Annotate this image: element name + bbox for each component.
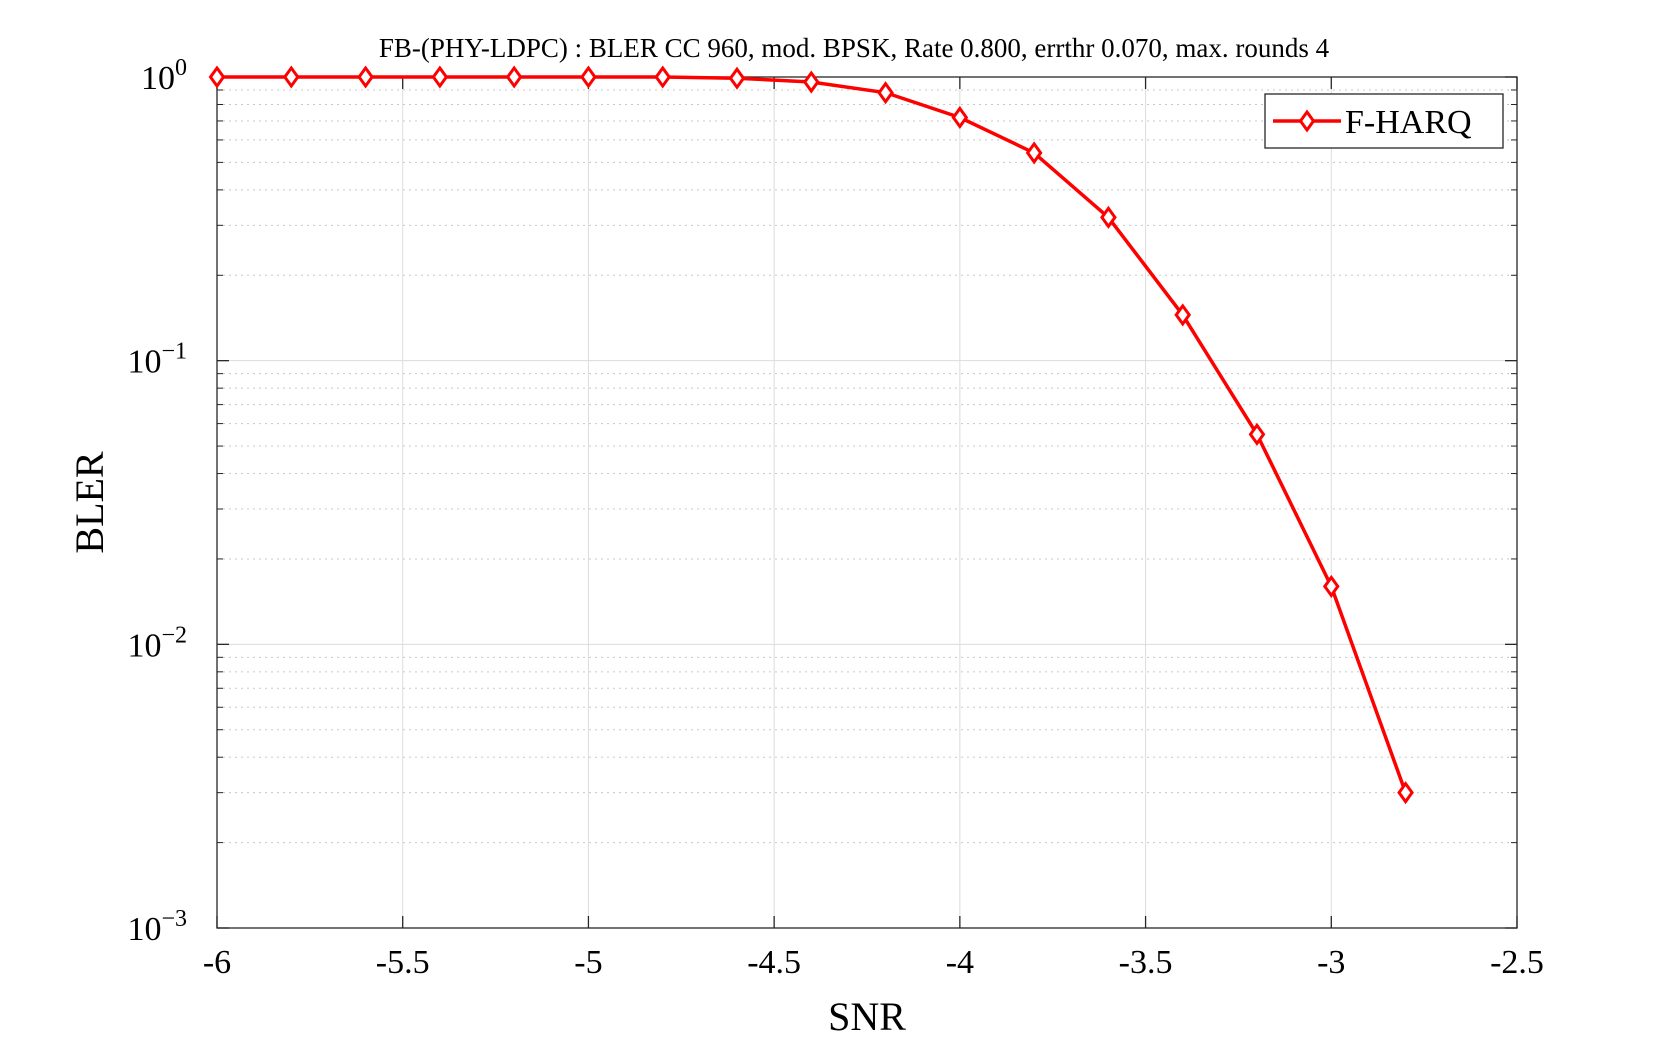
- series-layer: [208, 65, 1414, 805]
- x-tick-label: -4: [946, 944, 974, 981]
- x-tick-label: -6: [203, 944, 231, 981]
- data-point-diamond: [1025, 141, 1043, 165]
- data-point-diamond: [951, 105, 969, 130]
- data-point-diamond: [1174, 303, 1192, 327]
- y-tick-label: 10−2: [127, 622, 187, 664]
- data-point-diamond: [1322, 574, 1340, 598]
- data-point-diamond: [357, 65, 374, 89]
- legend-box: [1264, 93, 1504, 149]
- data-point-diamond: [877, 81, 894, 105]
- y-tick-label: 100: [141, 55, 187, 97]
- grid-lines: [216, 76, 1518, 929]
- x-axis-label: SNR: [828, 994, 906, 1039]
- legend-entry-label: F-HARQ: [1345, 104, 1472, 141]
- plot-area: [217, 77, 1517, 928]
- y-tick-label: 10−3: [127, 906, 187, 948]
- chart-title: FB-(PHY-LDPC) : BLER CC 960, mod. BPSK, …: [379, 33, 1330, 63]
- legend[interactable]: F-HARQ: [1264, 93, 1504, 149]
- data-point-diamond: [654, 65, 672, 89]
- data-point-diamond: [802, 70, 820, 94]
- data-point-diamond: [1248, 422, 1266, 446]
- data-point-diamond: [1100, 205, 1117, 229]
- x-tick-label: -4.5: [747, 944, 801, 981]
- axis-ticks: -6 -5.5 -5 -4.5 -4 -3.5 -3 -2.5 100 10−1 10−2 10−3: [127, 55, 1543, 981]
- legend-diamond-marker: [1298, 109, 1316, 133]
- axes-frame: [216, 76, 1518, 929]
- data-point-diamond: [505, 65, 523, 89]
- y-tick-label: 10−1: [127, 339, 187, 381]
- data-point-diamond: [728, 66, 746, 90]
- x-tick-label: -5: [574, 944, 602, 981]
- x-tick-label: -5.5: [376, 944, 430, 981]
- y-axis-label: BLER: [67, 451, 112, 554]
- data-point-diamond: [431, 65, 449, 89]
- data-point-diamond: [580, 65, 597, 89]
- x-tick-label: -3.5: [1119, 944, 1173, 981]
- x-tick-label: -3: [1317, 944, 1345, 981]
- data-point-diamond: [208, 65, 226, 89]
- x-tick-label: -2.5: [1490, 944, 1544, 981]
- data-point-diamond: [1397, 781, 1414, 805]
- data-point-diamond: [282, 65, 300, 89]
